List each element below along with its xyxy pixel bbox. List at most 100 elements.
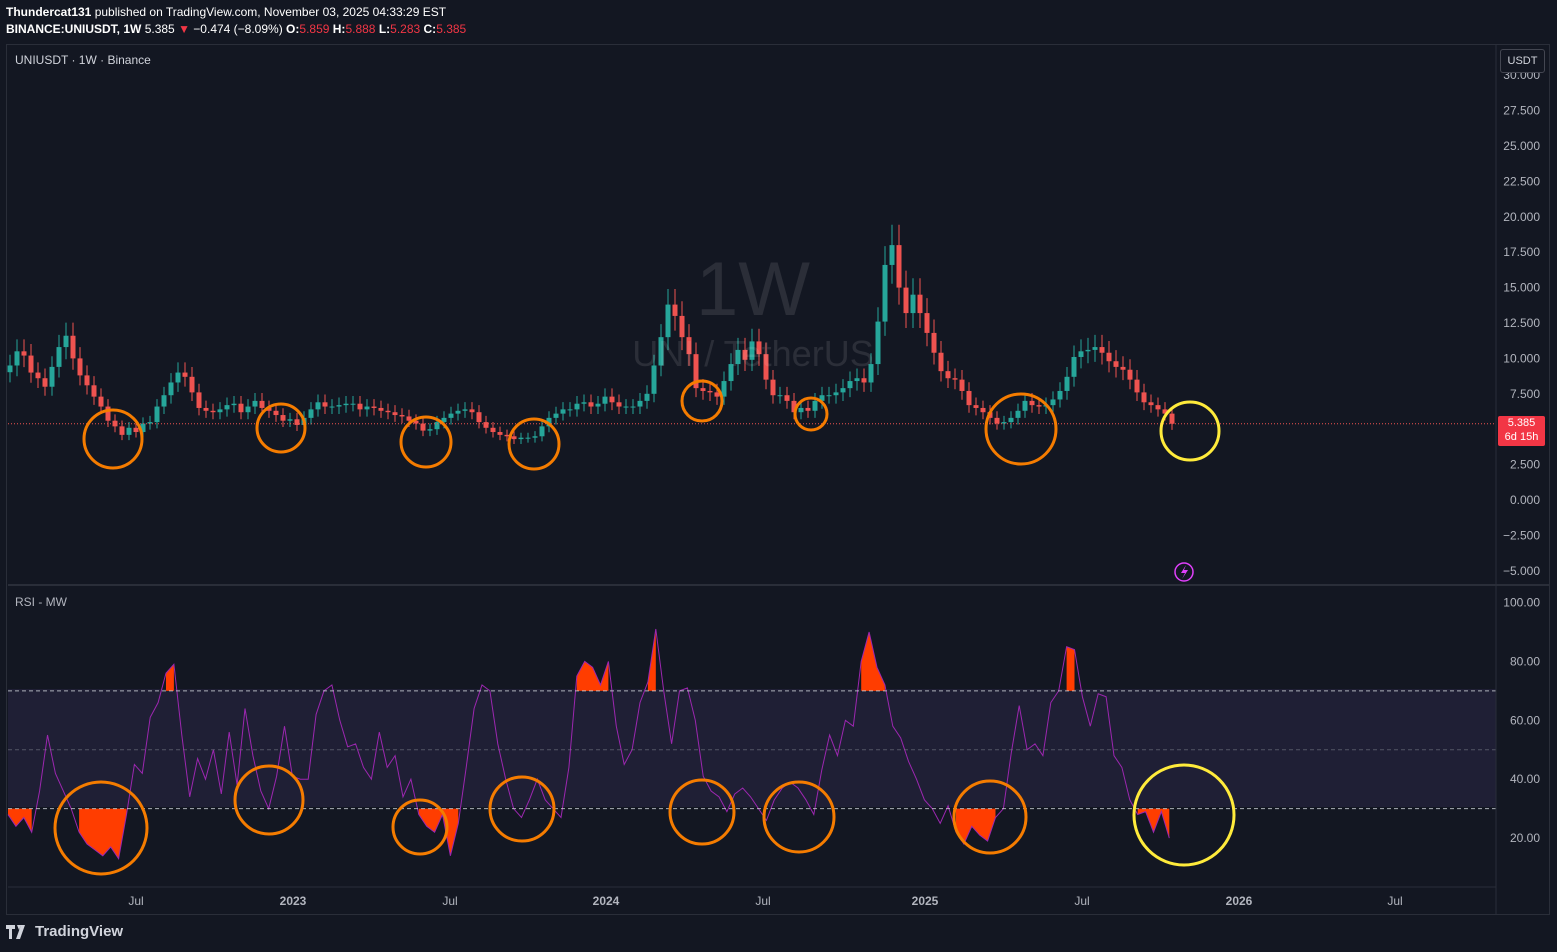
candle-body (168, 382, 174, 396)
candle-body (882, 264, 888, 322)
candle-body (623, 406, 629, 408)
candle-body (700, 388, 706, 391)
candle-body (126, 427, 132, 435)
author-name: Thundercat131 (6, 5, 92, 19)
down-arrow-icon: ▼ (178, 22, 190, 36)
candle-body (1113, 361, 1119, 367)
rsi-pane-title: RSI - MW (15, 595, 68, 609)
orange-circle-annotation[interactable] (399, 415, 453, 469)
candle-body (231, 403, 237, 406)
close-label: C: (423, 22, 437, 36)
price-axis-tick: 12.500 (1503, 316, 1540, 330)
orange-circle-annotation[interactable] (53, 780, 149, 876)
candle-body (56, 347, 62, 367)
candle-body (630, 406, 636, 408)
candle-body (406, 416, 412, 421)
orange-circle-annotation[interactable] (391, 798, 449, 856)
candle-body (497, 432, 503, 435)
orange-circle-annotation[interactable] (952, 779, 1028, 855)
candle-body (749, 341, 755, 360)
price-axis-tick: 22.500 (1503, 174, 1540, 188)
chart-frame (6, 44, 1550, 915)
time-axis-tick: 2025 (912, 894, 939, 908)
candle-body (462, 409, 468, 411)
candle-body (336, 405, 342, 407)
candle-body (777, 395, 783, 397)
candle-body (287, 419, 293, 421)
ohlc-line: BINANCE:UNIUSDT, 1W 5.385 ▼ −0.474 (−8.0… (6, 22, 466, 36)
candle-body (833, 392, 839, 396)
price-axis-tick: −2.500 (1503, 528, 1540, 542)
candle-body (420, 423, 426, 431)
orange-circle-annotation[interactable] (680, 379, 724, 423)
watermark-interval: 1W (696, 247, 810, 332)
candle-body (553, 413, 559, 418)
orange-circle-annotation[interactable] (668, 778, 736, 846)
yellow-circle-annotation[interactable] (1132, 763, 1236, 867)
price-tag-value: 5.385 (1507, 417, 1536, 429)
candle-body (602, 396, 608, 404)
candle-body (637, 400, 643, 407)
candle-body (560, 409, 566, 414)
price-axis-tick: 15.000 (1503, 281, 1540, 295)
symbol-label: BINANCE:UNIUSDT, 1W (6, 22, 142, 36)
candle-body (840, 388, 846, 393)
candle-body (364, 406, 370, 410)
orange-circle-annotation[interactable] (255, 402, 307, 454)
candle-body (266, 407, 272, 411)
rsi-axis-tick: 100.00 (1503, 596, 1540, 610)
candle-body (441, 417, 447, 423)
orange-circle-annotation[interactable] (488, 775, 556, 843)
orange-circle-annotation[interactable] (233, 764, 305, 836)
currency-badge[interactable]: USDT (1500, 49, 1545, 73)
tradingview-logo[interactable]: TradingView (6, 923, 123, 940)
orange-circle-annotation[interactable] (793, 396, 829, 432)
orange-circle-annotation[interactable] (984, 392, 1058, 466)
candle-body (1169, 413, 1175, 424)
candle-body (714, 392, 720, 397)
candle-body (1036, 405, 1042, 407)
candle-body (1078, 351, 1084, 357)
candle-body (280, 415, 286, 421)
candle-body (1029, 400, 1035, 406)
yellow-circle-annotation[interactable] (1159, 400, 1221, 462)
candle-body (98, 396, 104, 407)
candle-body (707, 390, 713, 393)
orange-circle-annotation[interactable] (762, 780, 836, 854)
candle-body (938, 352, 944, 372)
published-text: published on TradingView.com, November 0… (94, 5, 447, 19)
candle-body (826, 395, 832, 397)
candle-body (84, 375, 90, 386)
candle-body (1064, 376, 1070, 391)
candle-body (469, 409, 475, 413)
candle-body (343, 403, 349, 406)
candle-body (994, 417, 1000, 424)
lightning-icon[interactable] (1174, 562, 1194, 582)
price-axis-tick: 20.000 (1503, 210, 1540, 224)
orange-circle-annotation[interactable] (82, 408, 144, 470)
candle-body (917, 294, 923, 314)
candle-body (980, 407, 986, 413)
candle-body (791, 400, 797, 413)
candle-body (259, 400, 265, 408)
candle-body (399, 415, 405, 417)
low-label: L: (378, 22, 391, 36)
candle-body (959, 379, 965, 391)
candle-body (1008, 417, 1014, 423)
candle-body (294, 419, 300, 425)
candle-body (483, 422, 489, 428)
rsi-oversold-fill (1137, 808, 1170, 839)
candle-body (224, 405, 230, 410)
candle-body (504, 434, 510, 437)
candle-body (203, 407, 209, 411)
orange-circle-annotation[interactable] (507, 417, 561, 471)
candle-body (1015, 410, 1021, 418)
candle-body (609, 396, 615, 403)
candle-body (931, 332, 937, 353)
price-axis-tick: −5.000 (1503, 564, 1540, 578)
candle-body (546, 417, 552, 427)
candle-body (490, 427, 496, 433)
candle-body (1071, 356, 1077, 377)
candle-body (756, 341, 762, 355)
